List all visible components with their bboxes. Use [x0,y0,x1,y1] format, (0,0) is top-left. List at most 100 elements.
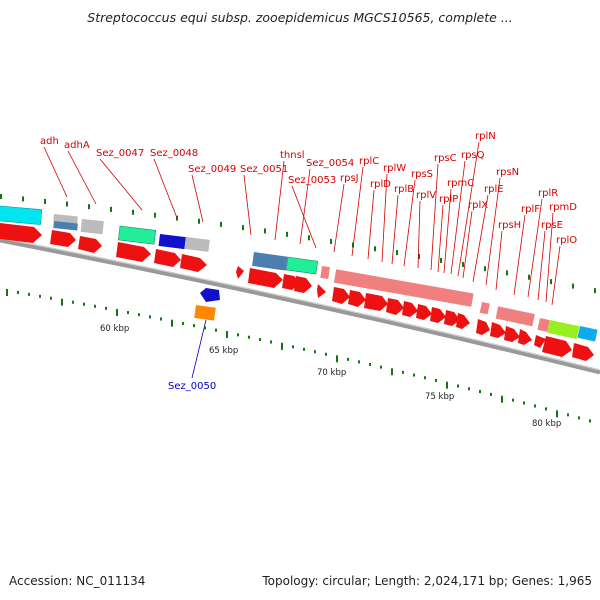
gene-block-sez0049 [184,237,210,252]
cds-track [0,223,594,361]
tick-minor [237,333,239,337]
cds-arrow [476,319,490,335]
cds-arrow [386,298,404,315]
gene-block-rpsj [320,266,330,279]
cds-arrow [248,268,283,288]
gene-labels: adh adhA Sez_0047 Sez_0048 Sez_0049 Sez_0051 t… [40,131,577,246]
ribosomal-cluster-2 [495,305,536,327]
gene-label: rplE [484,184,504,195]
tick-minor [545,407,547,411]
gene-block-adha [80,219,104,235]
gene-label: rplR [538,188,558,199]
gene-label: rpsQ [461,150,485,161]
leader-line [43,146,68,198]
tick-outer [44,198,46,204]
tick-major [116,308,118,316]
gene-block-sez0047 [118,225,157,245]
tick-minor [402,370,404,374]
cds-arrow [364,293,388,311]
gene-label: adh [40,136,59,147]
tick-outer [374,246,376,252]
tick-minor [39,294,41,298]
cds-arrow [504,326,520,342]
tick-minor [435,378,437,382]
leader-line [291,185,317,249]
cds-arrow [490,322,506,338]
tick-minor [127,311,129,315]
cds-arrow [236,266,244,279]
tick-minor [50,296,52,300]
leader-line [450,160,466,275]
tick-minor [534,404,536,408]
gene-block-sez0051 [252,252,288,271]
tick-major [501,395,503,403]
gene-block-adh [53,221,78,231]
topology-text: Topology: circular; Length: 2,024,171 bp… [262,574,592,588]
tick-minor [215,328,217,332]
tick-outer [396,250,398,256]
gene-block [0,205,43,225]
leader-line [437,204,444,273]
leader-line [333,183,345,253]
scale-label: 70 kbp [317,368,346,378]
tick-minor [303,347,305,351]
gene-sez0050-leader [191,319,207,379]
leader-line [495,230,503,291]
leader-line [191,174,204,223]
leader-line [391,194,399,265]
tick-major [446,381,448,389]
tick-minor [28,292,30,296]
cds-arrow [78,236,102,253]
tick-minor [325,352,327,356]
tick-outer [330,238,332,244]
leader-line [403,179,416,267]
cds-arrow [444,310,460,326]
cds-arrow [430,307,446,323]
tick-minor [380,365,382,369]
tick-minor [259,338,261,342]
leader-line [153,158,178,219]
gene-label: rplP [439,194,458,205]
tick-major [6,289,8,297]
gene-label: rpsJ [340,173,359,184]
leader-line [537,230,546,301]
tick-minor [314,350,316,354]
cds-arrow [572,343,594,361]
gene-label: rplO [556,235,577,246]
cds-arrow [332,287,350,304]
tick-minor [347,357,349,361]
gene-label: rpsH [498,220,521,231]
tick-minor [512,398,514,402]
scale-label: 65 kbp [209,346,238,356]
tick-outer [308,235,310,241]
tick-outer [154,212,156,218]
leader-line [99,158,143,211]
gene-block-adh [53,214,78,224]
leader-line [381,173,388,263]
tick-minor [523,401,525,405]
leader-line [351,166,364,257]
cds-arrow [0,223,42,243]
scale-label: 60 kbp [100,324,129,334]
gene-label: Sez_0054 [306,158,354,169]
tick-minor [479,390,481,394]
tick-minor [457,384,459,388]
gene-block-sez0048 [158,234,186,250]
gene-label: rplB [394,184,414,195]
label-leaders [43,141,561,306]
tick-outer [220,221,222,227]
leader-line [545,212,554,303]
cds-arrow [534,335,546,348]
tick-minor [578,416,580,420]
tick-minor [193,324,195,328]
gene-label-sez0050: Sez_0050 [168,381,216,392]
tick-minor [17,290,19,294]
gene-label: Sez_0053 [288,175,336,186]
tick-major [281,342,283,350]
tick-minor [358,360,360,364]
leader-line [472,194,489,283]
map-title: Streptococcus equi subsp. zooepidemicus … [87,10,513,25]
gene-label: rpmD [549,202,577,213]
cds-arrow [180,254,207,272]
